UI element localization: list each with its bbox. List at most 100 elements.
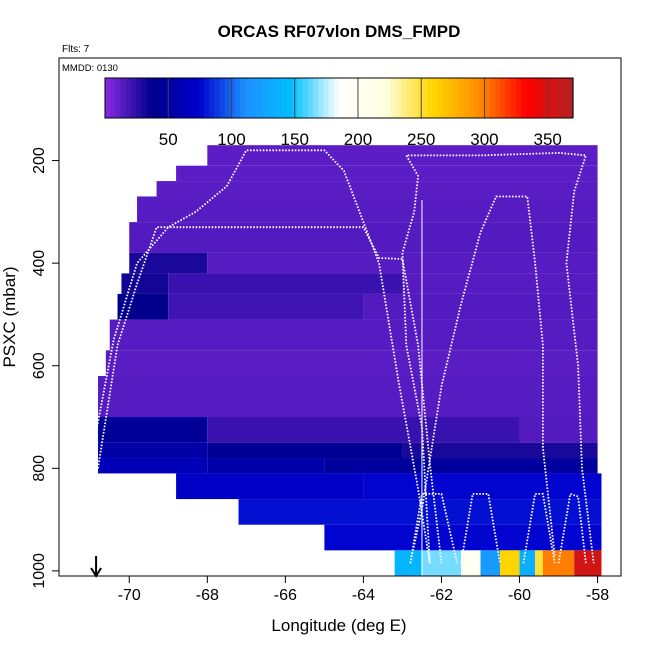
colorbar-segment [183,78,189,118]
colorbar-segment [339,78,345,118]
heatmap-cell [98,375,598,418]
down-arrow-icon [90,556,102,578]
colorbar-segment [406,78,413,118]
y-tick-label: 400 [31,250,48,277]
colorbar-tick-label: 150 [281,130,309,149]
colorbar-segment [359,78,366,118]
colorbar-segment [469,78,475,118]
colorbar-segment [255,78,262,118]
flight-track [97,226,443,564]
colorbar-segment [417,78,423,118]
colorbar-segment [391,78,397,118]
flight-track [401,151,595,564]
colorbar-segment [370,78,376,118]
y-tick-label: 1000 [31,553,48,589]
colorbar-segment [276,78,283,118]
colorbar-segment [531,78,538,118]
colorbar-segment [375,78,382,118]
colorbar-segment [261,78,267,118]
colorbar-segment [266,78,272,118]
colorbar-segment [380,78,387,118]
colorbar-segment [110,78,116,118]
heatmap-cell [176,165,598,182]
colorbar-segment [167,78,174,118]
flight-track [409,492,458,564]
colorbar-segment [463,78,470,118]
colorbar-tick-label: 100 [217,130,245,149]
heatmap-cell [363,293,598,320]
colorbar-segment [489,78,496,118]
colorbar-segment [333,78,340,118]
colorbar-segment [240,78,246,118]
colorbar-segment [146,78,153,118]
colorbar-segment [281,78,288,118]
colorbar-segment [136,78,142,118]
flight-track [409,195,556,564]
colorbar-segment [287,78,293,118]
heatmap-cell [105,350,598,376]
heatmap-cell [168,293,364,320]
x-tick-label: -64 [352,587,375,604]
x-axis-label: Longitude (deg E) [271,616,406,635]
heatmap-cell [519,550,536,576]
x-tick-label: -58 [586,587,609,604]
colorbar-segment [401,78,408,118]
colorbar-segment [203,78,210,118]
heatmap-cell [129,252,208,274]
colorbar-tick-label: 250 [407,130,435,149]
colorbar-segment [323,78,330,118]
colorbar-segment [193,78,200,118]
colorbar-segment [515,78,522,118]
heatmap-cell [363,473,602,500]
heatmap-cell [109,319,598,351]
colorbar-segment [536,78,543,118]
heatmap-cell [324,524,602,551]
colorbar-segment [479,78,486,118]
heatmap-cell [98,417,208,443]
colorbar-segment [432,78,439,118]
y-tick-label: 200 [31,147,48,174]
x-tick-label: -62 [430,587,453,604]
heatmap-cell [402,442,598,459]
heatmap-cell [394,550,422,576]
colorbar-segment [547,78,553,118]
colorbar-segment [131,78,137,118]
colorbar-segment [567,78,574,118]
colorbar-segment [328,78,335,118]
colorbar-segment [437,78,444,118]
flight-track [93,149,431,564]
colorbar-segment [344,78,350,118]
heatmap-cell [207,458,325,474]
colorbar-segment [302,78,309,118]
heatmap-cell [500,550,520,576]
colorbar-segment [365,78,371,118]
colorbar-segment [141,78,148,118]
flight-track [557,492,587,564]
colorbar-tick-labels: 50 100 150 200 250 300 350 [159,130,562,149]
colorbar-segment [557,78,564,118]
x-tick-label: -68 [196,587,219,604]
y-axis: 200 400 600 800 1000 PSXC (mbar) [0,147,60,589]
colorbar-segment [458,78,465,118]
colorbar-segment [541,78,548,118]
colorbar-segment [495,78,501,118]
flights-note: Flts: 7 [62,44,90,55]
heatmap-cell [519,417,598,443]
heatmap-cell [460,550,481,576]
colorbar-segment [120,78,127,118]
heatmap-cell [574,550,602,576]
chart-title: ORCAS RF07vlon DMS_FMPD [218,22,461,41]
colorbar-segment [552,78,558,118]
colorbar-segment [510,78,517,118]
flight-track [522,492,556,564]
colorbar-segment [219,78,226,118]
heatmap-cell [480,550,501,576]
colorbar-tick-label: 200 [344,130,372,149]
colorbar-segment [235,78,241,118]
x-tick-label: -60 [508,587,531,604]
x-tick-marks [128,576,599,583]
heatmap-cell [207,442,403,459]
colorbar-segment [443,78,449,118]
colorbar-segment [297,78,304,118]
